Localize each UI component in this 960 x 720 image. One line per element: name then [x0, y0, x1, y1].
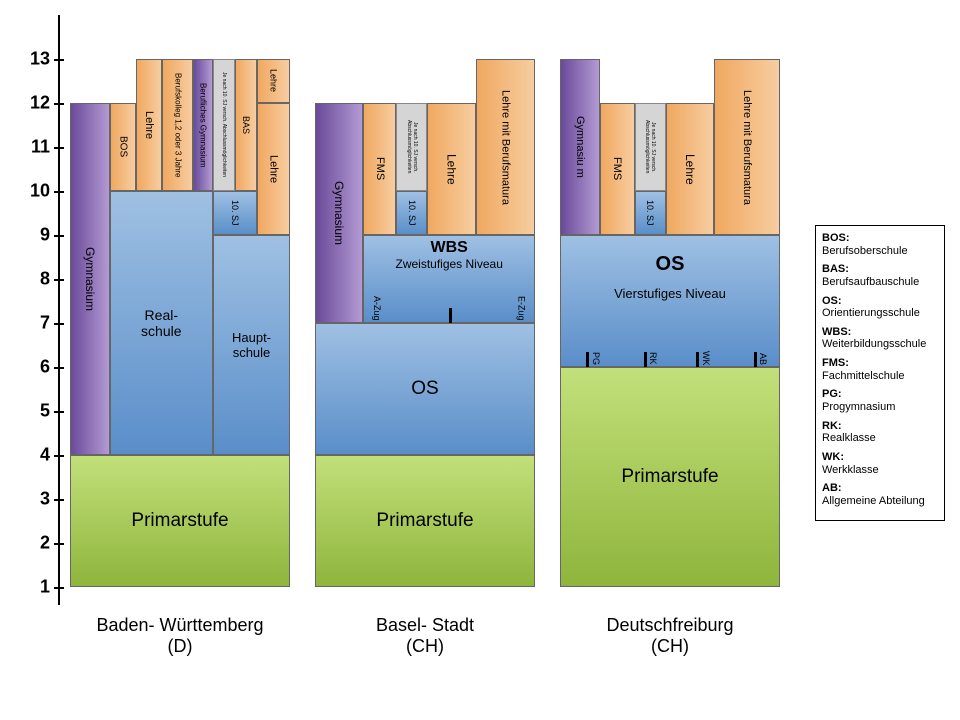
- column-label-bw: Baden- Württemberg(D): [70, 615, 290, 657]
- os-track-ab: AB: [758, 353, 768, 365]
- legend-entry-os: OS:Orientierungsschule: [822, 295, 938, 320]
- legend-entry-pg: PG:Progymnasium: [822, 388, 938, 413]
- bw-lehre1: Lehre: [257, 103, 290, 235]
- legend-entry-wbs: WBS:Weiterbildungsschule: [822, 326, 938, 351]
- axis-tick-4: 4: [10, 445, 50, 466]
- legend-entry-bas: BAS:Berufsaufbauschule: [822, 263, 938, 288]
- os-title: OS: [560, 253, 780, 276]
- axis-tick-7: 7: [10, 313, 50, 334]
- legend-entry-wk: WK:Werkklasse: [822, 451, 938, 476]
- os-track-rk: RK: [648, 352, 658, 365]
- axis-tick-1: 1: [10, 577, 50, 598]
- bw-bas: BAS: [235, 59, 257, 191]
- axis-tick-2: 2: [10, 533, 50, 554]
- os-track-pg: PG: [591, 352, 601, 365]
- df-fms: FMS: [600, 103, 635, 235]
- bs-gym: Gymnasium: [315, 103, 363, 323]
- df-lehre: Lehre: [666, 103, 714, 235]
- bs-primar: Primarstufe: [315, 455, 535, 587]
- df-jenach: Je nach 10. SJ versch. Abschlussmöglichk…: [635, 103, 666, 191]
- wbs-track-a: A-Zug: [372, 296, 382, 321]
- os-track-wk: WK: [701, 351, 711, 366]
- axis-tick-10: 10: [10, 181, 50, 202]
- axis-tick-6: 6: [10, 357, 50, 378]
- education-systems-chart: 12345678910111213 PrimarstufeGymnasiumRe…: [10, 15, 950, 705]
- os-subtitle: Vierstufiges Niveau: [560, 286, 780, 301]
- bs-wbs-content: WBSZweistufiges Niveau A-Zug E-Zug: [363, 235, 535, 323]
- bw-real: Real-schule: [110, 191, 213, 455]
- bs-tenthsj: 10. SJ: [396, 191, 427, 235]
- bw-bos: BOS: [110, 103, 136, 191]
- column-label-df: Deutschfreiburg(CH): [560, 615, 780, 657]
- bw-bg: Berufliches Gymnasium: [193, 59, 213, 191]
- bw-haupt: Haupt-schule: [213, 235, 290, 455]
- legend-entry-ab: AB:Allgemeine Abteilung: [822, 482, 938, 507]
- df-os-content: OS Vierstufiges Niveau PG RK WK AB: [560, 235, 780, 367]
- df-lehrebm: Lehre mit Berufsmatura: [714, 59, 780, 235]
- axis-tick-5: 5: [10, 401, 50, 422]
- column-label-bs: Basel- Stadt(CH): [315, 615, 535, 657]
- bw-jenach: Je nach 10. SJ versch. Abschlussmöglichk…: [213, 59, 235, 191]
- df-primar: Primarstufe: [560, 367, 780, 587]
- bs-lehrebm: Lehre mit Berufsmatura: [476, 59, 535, 235]
- legend-entry-rk: RK:Realklasse: [822, 420, 938, 445]
- legend-entry-fms: FMS:Fachmittelschule: [822, 357, 938, 382]
- axis-tick-13: 13: [10, 49, 50, 70]
- bs-fms: FMS: [363, 103, 396, 235]
- axis-tick-12: 12: [10, 93, 50, 114]
- legend: BOS:Berufsoberschule BAS:Berufsaufbauschu…: [815, 225, 945, 521]
- column-bw: PrimarstufeGymnasiumReal-schuleHaupt-sch…: [70, 15, 290, 695]
- axis-tick-9: 9: [10, 225, 50, 246]
- bw-gym: Gymnasium: [70, 103, 110, 455]
- bw-bk: Berufskolleg 1,2 oder 3 Jahre: [162, 59, 193, 191]
- axis-tick-11: 11: [10, 137, 50, 158]
- bw-lehre2: Lehre: [136, 59, 162, 191]
- df-tenthsj: 10. SJ: [635, 191, 666, 235]
- bw-tenthsj: 10. SJ: [213, 191, 257, 235]
- wbs-track-e: E-Zug: [516, 296, 526, 321]
- df-gym: Gymnasiu m: [560, 59, 600, 235]
- legend-entry-bos: BOS:Berufsoberschule: [822, 232, 938, 257]
- wbs-subtitle: Zweistufiges Niveau: [363, 257, 535, 271]
- bs-oslow: OS: [315, 323, 535, 455]
- column-df: Primarstufe Gymnasiu mFMS10. SJJe nach 10…: [560, 15, 780, 695]
- columns-area: PrimarstufeGymnasiumReal-schuleHaupt-sch…: [70, 15, 790, 695]
- wbs-title: WBS: [363, 239, 535, 257]
- column-bs: PrimarstufeOSGymnasiumFMS10. SJJe nach 1…: [315, 15, 535, 695]
- bs-lehre: Lehre: [427, 103, 475, 235]
- bw-primar: Primarstufe: [70, 455, 290, 587]
- bs-jenach: Je nach 10. SJ versch. Abschlussmöglichk…: [396, 103, 427, 191]
- bw-lehre3: Lehre: [257, 59, 290, 103]
- grade-axis: 12345678910111213: [10, 15, 65, 635]
- axis-tick-8: 8: [10, 269, 50, 290]
- axis-tick-3: 3: [10, 489, 50, 510]
